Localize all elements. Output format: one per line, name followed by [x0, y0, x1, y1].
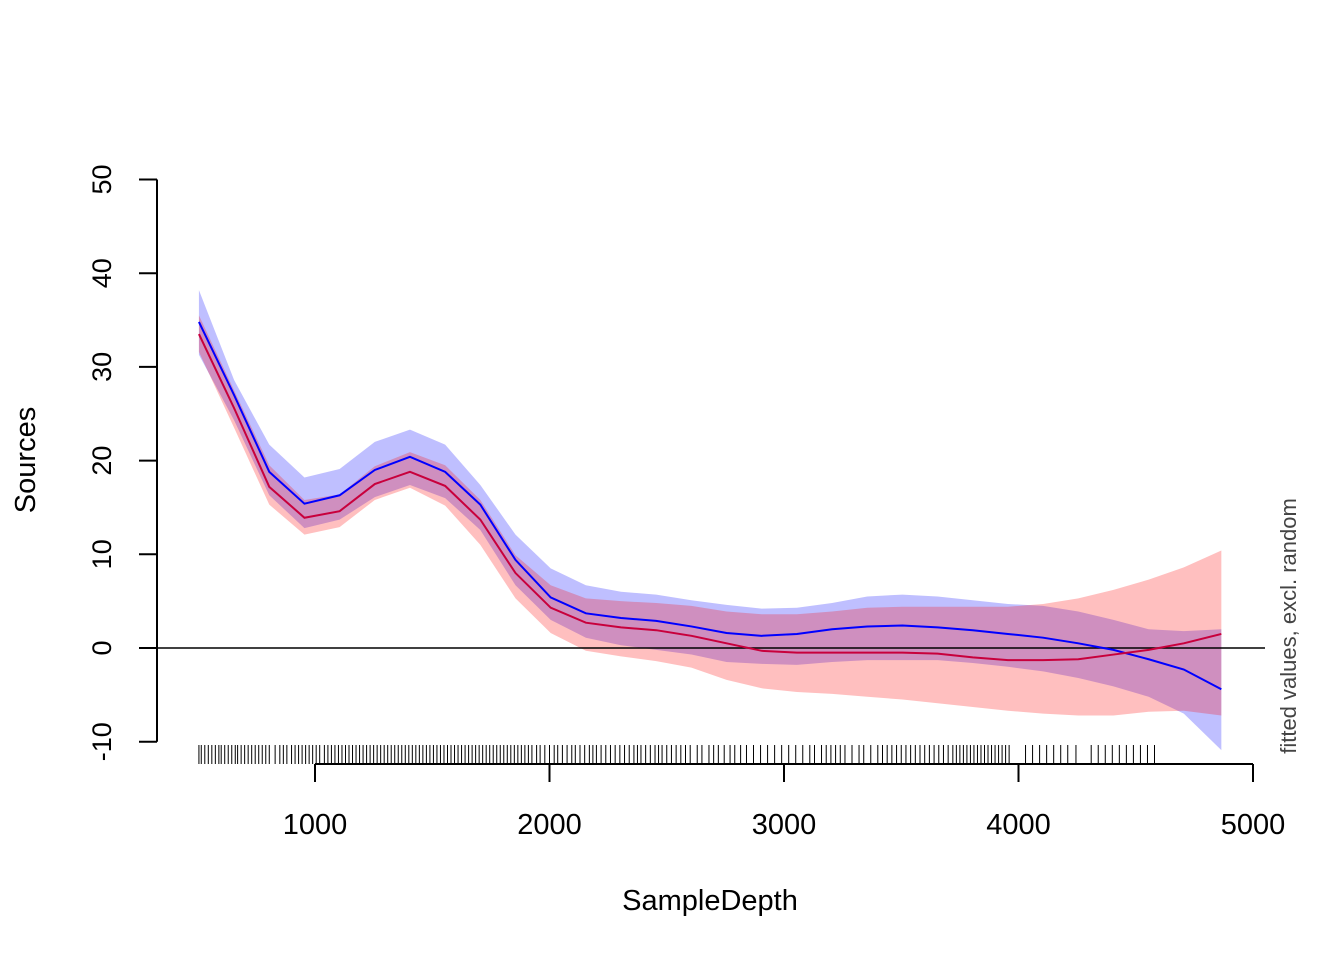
- rug-ticks: [198, 745, 1156, 764]
- y-axis: -10 0 10 20 30 40 50: [87, 164, 158, 761]
- y-tick-label: 50: [87, 164, 117, 194]
- red-fit-line: [198, 333, 1222, 662]
- x-tick-label: 4000: [986, 809, 1051, 841]
- y-tick-label: 0: [87, 640, 117, 655]
- x-axis: 1000 2000 3000 4000 5000: [283, 763, 1286, 841]
- y-axis-label: Sources: [10, 407, 42, 513]
- x-tick-label: 1000: [283, 809, 348, 841]
- confidence-bands: [198, 290, 1222, 751]
- x-tick-label: 5000: [1221, 809, 1286, 841]
- y-tick-label: 40: [87, 258, 117, 288]
- y-tick-label: 20: [87, 446, 117, 476]
- fit-lines: [198, 321, 1222, 691]
- y-tick-label: 10: [87, 539, 117, 569]
- red-confidence-band: [198, 315, 1222, 716]
- x-axis-label: SampleDepth: [622, 885, 798, 917]
- x-tick-label: 3000: [752, 809, 817, 841]
- blue-confidence-band: [198, 290, 1222, 751]
- blue-fit-line: [198, 321, 1222, 691]
- side-label: fitted values, excl. random: [1276, 498, 1301, 754]
- x-tick-label: 2000: [517, 809, 582, 841]
- y-tick-label: -10: [87, 722, 117, 761]
- y-tick-label: 30: [87, 352, 117, 382]
